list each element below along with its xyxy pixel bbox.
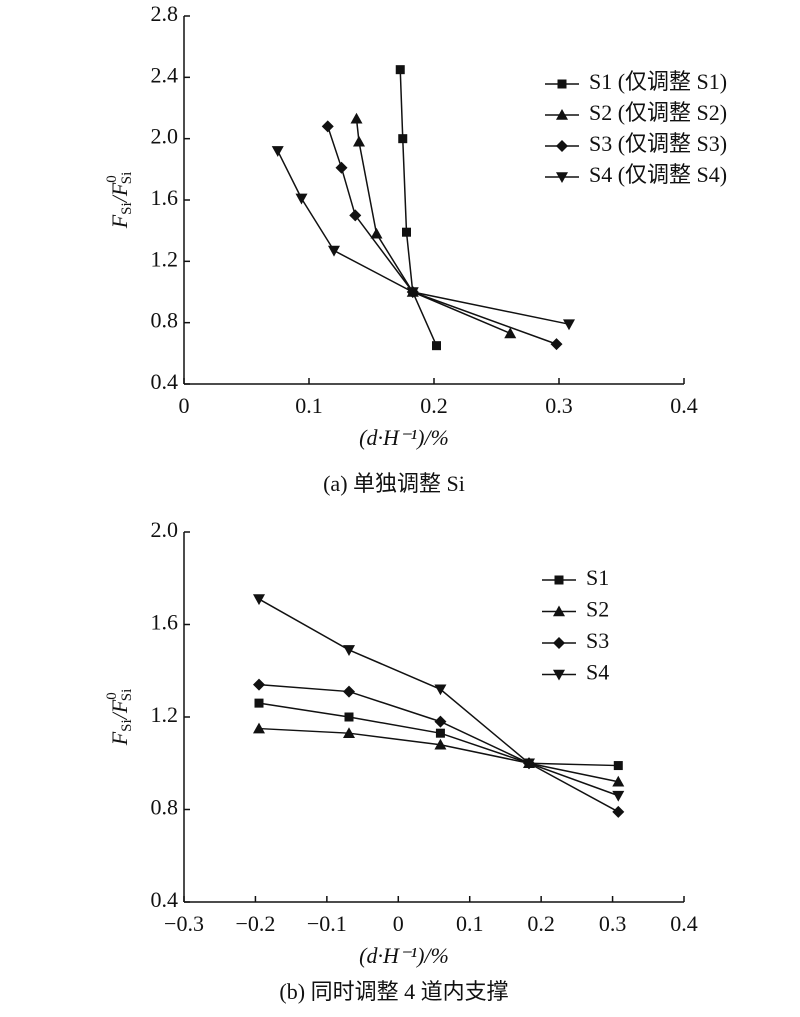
- caption: (a) 单独调整 Si: [323, 471, 465, 496]
- y-tick-label: 1.6: [151, 185, 179, 210]
- y-tick-label: 0.4: [151, 369, 179, 394]
- x-tick-label: 0.4: [670, 911, 698, 936]
- marker: [402, 227, 411, 237]
- marker: [343, 685, 355, 698]
- marker: [406, 287, 419, 298]
- legend-label: S4 (仅调整 S4): [589, 162, 727, 187]
- legend-label: S3 (仅调整 S3): [589, 131, 727, 156]
- chart: 0.4 0.8 1.2 1.6 2.0 2.4 2.8 0 0.1 0.2 0.3 0.4 (d·H⁻¹…: [104, 1, 727, 496]
- marker: [613, 761, 623, 771]
- legend-label: S1 (仅调整 S1): [589, 69, 727, 94]
- series-line: [355, 118, 511, 335]
- series-line: [399, 69, 438, 346]
- y-tick-label: 0.4: [151, 887, 179, 912]
- legend-marker: [556, 140, 568, 152]
- marker: [612, 790, 625, 802]
- y-axis-label-part: /F: [107, 182, 132, 204]
- legend-label: S3: [586, 628, 609, 653]
- marker: [395, 65, 405, 75]
- caption: (b) 同时调整 4 道内支撑: [279, 979, 508, 1004]
- marker: [343, 727, 355, 738]
- marker: [434, 684, 447, 696]
- marker: [563, 319, 575, 331]
- x-axis-label: (d·H⁻¹)/%: [359, 425, 449, 450]
- x-tick-label: 0.2: [420, 393, 448, 418]
- marker: [271, 146, 284, 157]
- marker: [504, 327, 517, 339]
- y-tick-label: 2.8: [151, 1, 179, 26]
- marker: [295, 193, 308, 205]
- y-axis-label-part: Si: [119, 719, 135, 732]
- marker: [254, 698, 264, 708]
- marker: [398, 134, 408, 144]
- x-tick-label: −0.2: [235, 911, 275, 936]
- y-tick-label: 0.8: [151, 795, 179, 820]
- marker: [353, 135, 365, 147]
- y-axis-label-part: 0: [104, 175, 120, 183]
- y-axis-label-part: F: [107, 731, 132, 746]
- marker: [343, 645, 355, 656]
- y-tick-label: 1.2: [151, 246, 179, 271]
- y-tick-label: 1.2: [151, 702, 179, 727]
- marker: [432, 341, 441, 351]
- legend-marker: [553, 669, 565, 681]
- x-tick-label: 0.2: [527, 911, 555, 936]
- x-tick-label: 0: [393, 911, 404, 936]
- y-axis-label-part: F: [107, 214, 132, 229]
- legend-label: S4: [586, 660, 609, 685]
- legend-marker: [556, 172, 568, 183]
- y-tick-label: 1.6: [151, 610, 179, 635]
- y-axis-label: FSi/F0Si: [104, 689, 135, 747]
- marker: [335, 161, 348, 174]
- x-axis-label: (d·H⁻¹)/%: [359, 943, 449, 968]
- x-tick-label: 0.3: [545, 393, 573, 418]
- marker: [434, 715, 447, 728]
- y-tick-label: 0.8: [151, 308, 179, 333]
- marker: [349, 209, 362, 222]
- y-tick-label: 2.4: [151, 62, 179, 87]
- marker: [612, 805, 625, 818]
- y-axis-label-part: Si: [119, 172, 135, 185]
- y-axis-label-part: /F: [107, 699, 132, 721]
- legend-label: S2 (仅调整 S2): [589, 100, 727, 125]
- series-line: [258, 598, 619, 797]
- x-tick-label: −0.3: [164, 911, 204, 936]
- legend-label: S2: [586, 597, 609, 622]
- x-tick-label: −0.1: [307, 911, 347, 936]
- marker: [344, 712, 354, 722]
- y-axis-label-part: Si: [119, 202, 135, 215]
- marker: [328, 245, 340, 257]
- chart: 0.4 0.8 1.2 1.6 2.0 −0.3 −0.2 −0.1 0 0.1 0.2 0.3 0.4…: [104, 517, 697, 1004]
- x-tick-label: 0: [179, 393, 190, 418]
- legend-marker: [556, 109, 568, 120]
- x-tick-label: 0.3: [599, 911, 627, 936]
- y-axis-label-part: 0: [104, 692, 120, 700]
- x-tick-label: 0.1: [456, 911, 484, 936]
- marker: [253, 678, 265, 691]
- series-line: [277, 150, 570, 325]
- marker: [321, 120, 334, 133]
- legend-label: S1: [586, 565, 609, 590]
- y-tick-label: 2.0: [151, 517, 179, 542]
- marker: [253, 722, 265, 734]
- marker: [523, 758, 535, 770]
- legend-marker: [553, 637, 565, 649]
- legend-marker: [554, 575, 564, 585]
- y-axis-label: FSi/F0Si: [104, 172, 135, 230]
- y-tick-label: 2.0: [151, 124, 179, 149]
- x-tick-label: 0.4: [670, 393, 698, 418]
- marker: [350, 112, 363, 124]
- marker: [550, 338, 563, 351]
- marker: [370, 227, 383, 239]
- marker: [434, 738, 447, 750]
- marker: [612, 775, 625, 787]
- legend-marker: [553, 605, 565, 617]
- y-axis-label-part: Si: [119, 689, 135, 702]
- legend-marker: [557, 79, 567, 89]
- marker: [435, 728, 445, 738]
- x-tick-label: 0.1: [295, 393, 323, 418]
- marker: [253, 594, 265, 606]
